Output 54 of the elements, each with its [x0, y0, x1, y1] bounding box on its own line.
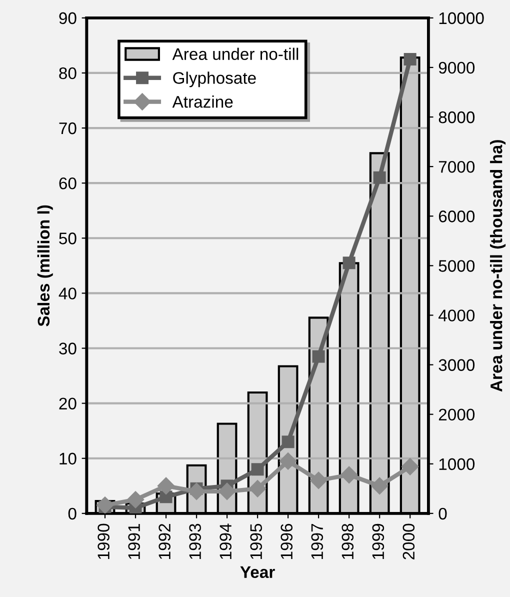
- y-tick-label: 50: [59, 232, 76, 244]
- legend-label: Atrazine: [172, 96, 233, 108]
- y2-tick-label: 10000: [439, 12, 484, 24]
- point: [251, 463, 264, 476]
- x-tick-label: 1992: [158, 524, 170, 559]
- y-tick-label: 20: [59, 398, 76, 410]
- point: [404, 52, 416, 66]
- y-tick-label: 10: [60, 452, 76, 465]
- point: [280, 452, 297, 470]
- y2-tick-label: 4000: [438, 310, 475, 322]
- y2-tick-label: 2000: [438, 408, 475, 421]
- point: [126, 491, 144, 508]
- y-tick-label: 70: [59, 122, 76, 134]
- y-tick-label: 90: [59, 12, 76, 24]
- y2-tick-label: 9000: [438, 62, 475, 74]
- y-tick-label: 80: [59, 67, 76, 80]
- point: [157, 477, 175, 494]
- y2-tick-label: 0: [438, 508, 447, 520]
- x-tick-label: 1999: [372, 524, 384, 559]
- point: [249, 480, 266, 498]
- x-tick-label: 1993: [189, 524, 202, 559]
- x-tick-label: 1997: [311, 524, 324, 559]
- point: [310, 472, 328, 489]
- legend-label: Glyphosate: [173, 72, 256, 88]
- x-tick-label: 1995: [250, 524, 262, 559]
- legend-label: Area under no-till: [172, 48, 298, 60]
- point: [282, 436, 294, 448]
- x-tick-label: 2000: [402, 524, 415, 560]
- y2-tick-label: 8000: [438, 111, 475, 124]
- point: [218, 482, 236, 500]
- y-tick-label: 60: [59, 177, 76, 190]
- point: [96, 496, 114, 514]
- y2-axis-title: Area under no-till (thousand ha): [490, 140, 506, 392]
- x-axis-title: Year: [240, 566, 275, 578]
- y2-tick-label: 5000: [438, 260, 475, 272]
- point: [373, 171, 386, 184]
- point: [342, 256, 356, 270]
- y-axis-title: Sales (million l): [37, 205, 53, 326]
- y2-tick-label: 7000: [438, 160, 475, 173]
- x-tick-label: 1996: [280, 524, 293, 559]
- x-tick-label: 1990: [98, 524, 110, 559]
- point: [312, 350, 325, 363]
- y2-tick-label: 3000: [438, 359, 475, 371]
- y-tick-label: 40: [58, 288, 76, 300]
- point: [371, 477, 388, 494]
- x-tick-label: 1998: [342, 524, 354, 559]
- x-tick-label: 1994: [220, 524, 232, 559]
- point: [402, 458, 419, 476]
- x-tick-label: 1991: [128, 524, 140, 559]
- y2-tick-label: 1000: [439, 458, 475, 470]
- y-tick-label: 0: [68, 508, 76, 520]
- y-tick-label: 30: [59, 342, 76, 354]
- point: [340, 466, 358, 484]
- y2-tick-label: 6000: [438, 210, 475, 222]
